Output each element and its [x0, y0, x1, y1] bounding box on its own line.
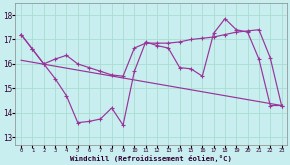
X-axis label: Windchill (Refroidissement éolien,°C): Windchill (Refroidissement éolien,°C) [70, 155, 232, 162]
